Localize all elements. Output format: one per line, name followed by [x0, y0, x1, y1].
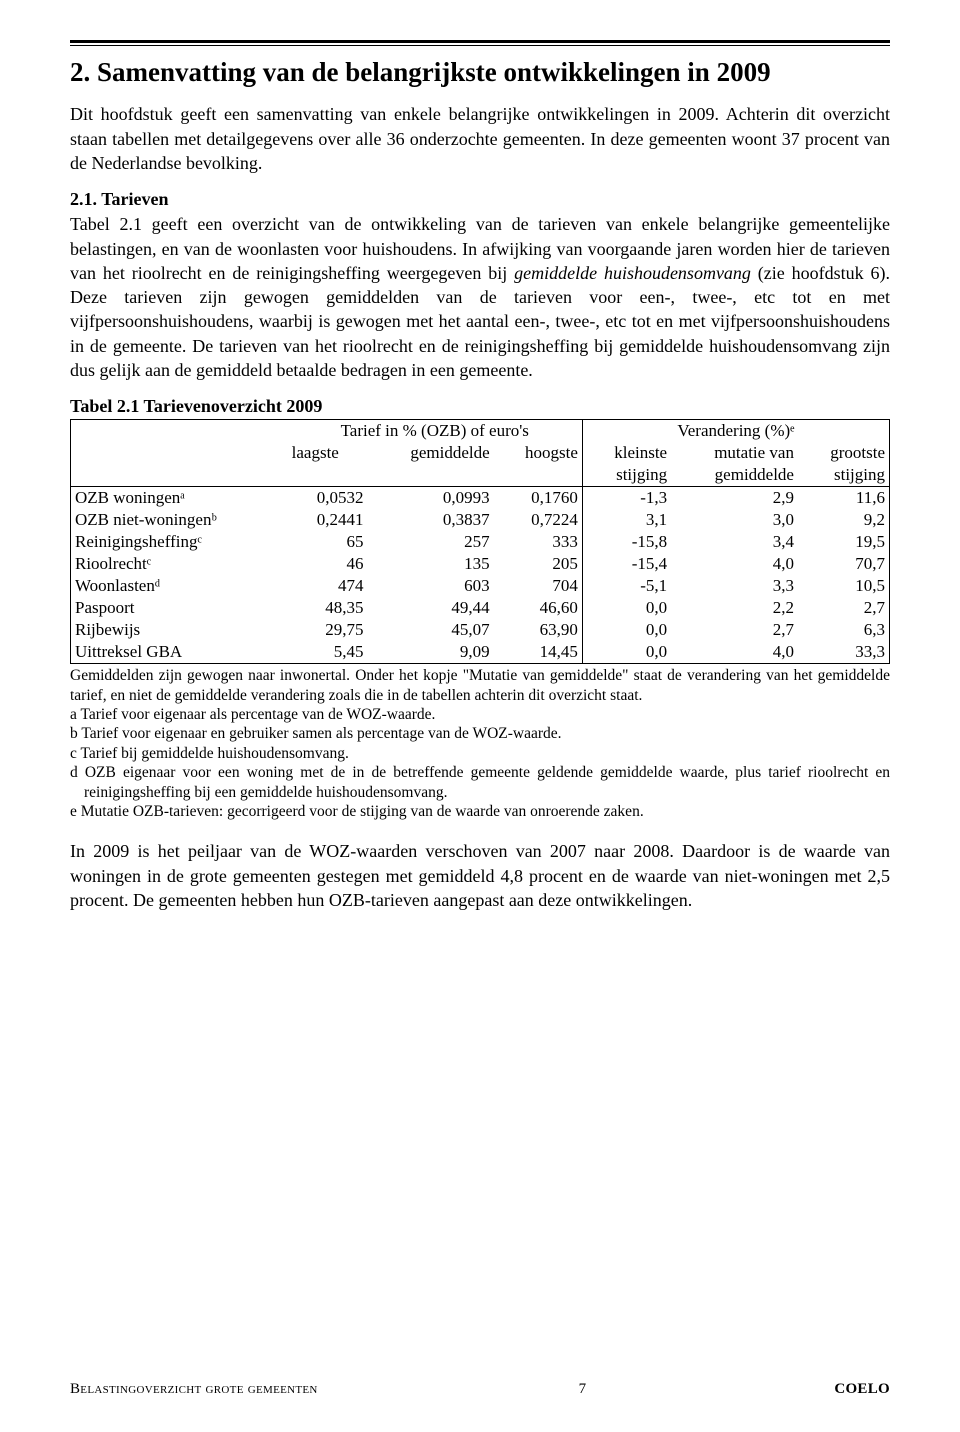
row-label: Reinigingsheffingᶜ	[71, 531, 288, 553]
cell: 0,2441	[288, 509, 368, 531]
cell: 46	[288, 553, 368, 575]
note-b: b Tarief voor eigenaar en gebruiker same…	[70, 724, 890, 743]
cell: 65	[288, 531, 368, 553]
footer-left: Belastingoverzicht grote gemeenten	[70, 1381, 480, 1398]
cell: 0,0532	[288, 487, 368, 510]
cell: 3,3	[671, 575, 798, 597]
row-label: OZB woningenᵃ	[71, 487, 288, 510]
th-blank	[71, 420, 288, 443]
page: 2. Samenvatting van de belangrijkste ont…	[0, 0, 960, 1432]
cell: 9,2	[798, 509, 890, 531]
cell: -5,1	[582, 575, 671, 597]
cell: -15,4	[582, 553, 671, 575]
note-c: c Tarief bij gemiddelde huishoudensomvan…	[70, 744, 890, 763]
para1-emph: gemiddelde huishoudensomvang	[514, 263, 751, 283]
th-laagste: laagste	[288, 442, 368, 464]
cell: 19,5	[798, 531, 890, 553]
top-rule-1	[70, 40, 890, 43]
th-gem2: gemiddelde	[671, 464, 798, 487]
cell: 474	[288, 575, 368, 597]
cell: 14,45	[494, 641, 583, 664]
th-blank3	[71, 464, 288, 487]
cell: 3,1	[582, 509, 671, 531]
cell: 45,07	[367, 619, 493, 641]
cell: 9,09	[367, 641, 493, 664]
cell: 2,7	[671, 619, 798, 641]
th-gemiddelde: gemiddelde	[367, 442, 493, 464]
th-grootste: grootste	[798, 442, 890, 464]
row-label: OZB niet-woningenᵇ	[71, 509, 288, 531]
subsection-heading: 2.1. Tarieven	[70, 189, 890, 210]
cell: 4,0	[671, 553, 798, 575]
th-stijging1: stijging	[582, 464, 671, 487]
cell: 0,1760	[494, 487, 583, 510]
th-sub-blank3	[494, 464, 583, 487]
th-hoogste: hoogste	[494, 442, 583, 464]
row-label: Paspoort	[71, 597, 288, 619]
cell: -15,8	[582, 531, 671, 553]
cell: 63,90	[494, 619, 583, 641]
note-a: a Tarief voor eigenaar als percentage va…	[70, 705, 890, 724]
note-d: d OZB eigenaar voor een woning met de in…	[70, 763, 890, 802]
top-rule-2	[70, 45, 890, 46]
subsection-title: Tarieven	[101, 189, 168, 209]
note-e: e Mutatie OZB-tarieven: gecorrigeerd voo…	[70, 802, 890, 821]
cell: 0,7224	[494, 509, 583, 531]
cell: 29,75	[288, 619, 368, 641]
th-kleinste: kleinste	[582, 442, 671, 464]
cell: 6,3	[798, 619, 890, 641]
th-sub-blank2	[367, 464, 493, 487]
table-caption: Tabel 2.1 Tarievenoverzicht 2009	[70, 396, 890, 417]
cell: 46,60	[494, 597, 583, 619]
cell: 4,0	[671, 641, 798, 664]
cell: 0,0	[582, 619, 671, 641]
cell: 135	[367, 553, 493, 575]
cell: 0,0	[582, 597, 671, 619]
row-label: Rioolrechtᶜ	[71, 553, 288, 575]
cell: 10,5	[798, 575, 890, 597]
cell: 603	[367, 575, 493, 597]
row-label: Woonlastenᵈ	[71, 575, 288, 597]
th-stijging2: stijging	[798, 464, 890, 487]
cell: 0,0993	[367, 487, 493, 510]
th-sub-blank1	[288, 464, 368, 487]
bottom-paragraph: In 2009 is het peiljaar van de WOZ-waard…	[70, 839, 890, 912]
cell: 2,9	[671, 487, 798, 510]
subsection-number: 2.1.	[70, 189, 97, 209]
page-footer: Belastingoverzicht grote gemeenten 7 COE…	[70, 1381, 890, 1398]
note-lead: Gemiddelden zijn gewogen naar inwonertal…	[70, 667, 890, 703]
cell: 3,0	[671, 509, 798, 531]
footer-right: COELO	[685, 1381, 890, 1398]
page-title: 2. Samenvatting van de belangrijkste ont…	[70, 56, 890, 88]
cell: 5,45	[288, 641, 368, 664]
cell: 257	[367, 531, 493, 553]
intro-paragraph: Dit hoofdstuk geeft een samenvatting van…	[70, 102, 890, 175]
body-paragraph-1: Tabel 2.1 geeft een overzicht van de ont…	[70, 212, 890, 382]
cell: 0,3837	[367, 509, 493, 531]
row-label: Uittreksel GBA	[71, 641, 288, 664]
th-mutatie: mutatie van	[671, 442, 798, 464]
cell: 48,35	[288, 597, 368, 619]
cell: 49,44	[367, 597, 493, 619]
cell: 11,6	[798, 487, 890, 510]
cell: 3,4	[671, 531, 798, 553]
cell: 205	[494, 553, 583, 575]
cell: 2,7	[798, 597, 890, 619]
table-notes: Gemiddelden zijn gewogen naar inwonertal…	[70, 666, 890, 821]
cell: 2,2	[671, 597, 798, 619]
th-blank2	[71, 442, 288, 464]
cell: -1,3	[582, 487, 671, 510]
cell: 333	[494, 531, 583, 553]
footer-page-number: 7	[480, 1381, 685, 1398]
cell: 704	[494, 575, 583, 597]
row-label: Rijbewijs	[71, 619, 288, 641]
cell: 0,0	[582, 641, 671, 664]
tarieven-table: Tarief in % (OZB) of euro's Verandering …	[70, 419, 890, 664]
cell: 33,3	[798, 641, 890, 664]
cell: 70,7	[798, 553, 890, 575]
th-group-right: Verandering (%)ᵉ	[582, 420, 889, 443]
th-group-left: Tarief in % (OZB) of euro's	[288, 420, 583, 443]
